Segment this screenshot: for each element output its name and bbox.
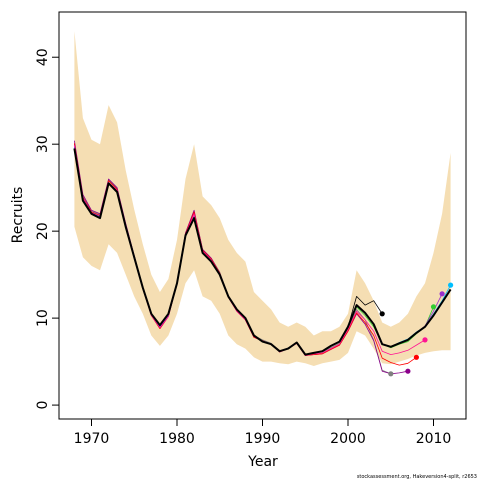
y-axis-title: Recruits [10,187,26,244]
y-axis: 0 10 20 30 40 [35,48,59,410]
series-line-8 [73,148,452,356]
x-tick-label-2000: 2000 [330,431,366,447]
confidence-band [74,31,451,366]
series-endpoint-1 [388,371,394,377]
x-axis: 1970 1980 1990 2000 2010 [74,419,452,447]
x-tick-label-1980: 1980 [159,431,195,447]
y-tick-label-20: 20 [35,222,51,240]
y-tick-label-30: 30 [35,135,51,153]
endpoint-marker-layer [379,282,454,377]
y-tick-label-10: 10 [35,309,51,327]
series-endpoint-2 [405,368,411,374]
series-endpoint-5 [430,304,437,310]
x-tick-label-1970: 1970 [74,431,110,447]
y-tick-label-40: 40 [35,48,51,66]
footnote: stockassessment.org, Hakeversion4-split,… [357,474,477,480]
x-axis-title: Year [247,454,278,470]
confidence-band-layer [74,31,451,366]
series-endpoint-3 [413,354,419,360]
series-endpoint-7 [448,282,454,288]
x-tick-label-1990: 1990 [245,431,281,447]
y-tick-label-0: 0 [35,401,51,410]
series-layer [73,140,452,375]
series-endpoint-4 [422,337,428,343]
series-endpoint-0 [379,311,385,317]
x-tick-label-2010: 2010 [416,431,452,447]
series-endpoint-6 [439,291,445,297]
